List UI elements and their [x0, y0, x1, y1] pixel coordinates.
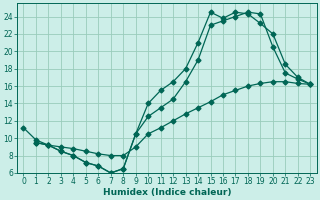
X-axis label: Humidex (Indice chaleur): Humidex (Indice chaleur)	[103, 188, 231, 197]
